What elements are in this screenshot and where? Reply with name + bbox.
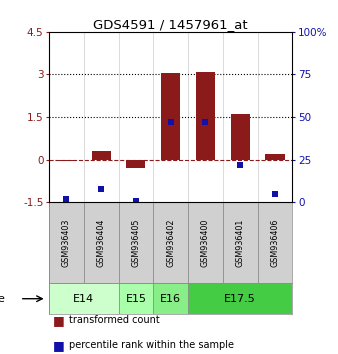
Bar: [196, 72, 215, 160]
Text: percentile rank within the sample: percentile rank within the sample: [69, 340, 234, 350]
Bar: [49, 202, 84, 284]
Text: E14: E14: [73, 294, 94, 304]
Bar: [49, 284, 119, 314]
Bar: [161, 73, 180, 160]
Bar: [119, 284, 153, 314]
Bar: [57, 160, 76, 161]
Bar: [153, 202, 188, 284]
Bar: [265, 154, 285, 160]
Bar: [84, 202, 119, 284]
Text: GSM936404: GSM936404: [97, 219, 106, 267]
Bar: [119, 202, 153, 284]
Bar: [126, 160, 145, 168]
Text: GSM936401: GSM936401: [236, 219, 245, 267]
Bar: [223, 202, 258, 284]
Bar: [92, 151, 111, 160]
Text: GSM936403: GSM936403: [62, 219, 71, 267]
Title: GDS4591 / 1457961_at: GDS4591 / 1457961_at: [93, 18, 248, 31]
Text: transformed count: transformed count: [69, 315, 160, 325]
Text: E16: E16: [160, 294, 181, 304]
Bar: [188, 284, 292, 314]
Bar: [231, 114, 250, 160]
Text: E15: E15: [125, 294, 146, 304]
Bar: [153, 284, 188, 314]
Bar: [188, 202, 223, 284]
Text: age: age: [0, 294, 5, 304]
Bar: [258, 202, 292, 284]
Text: GSM936402: GSM936402: [166, 219, 175, 267]
Text: E17.5: E17.5: [224, 294, 256, 304]
Text: GSM936400: GSM936400: [201, 219, 210, 267]
Text: GSM936405: GSM936405: [131, 219, 140, 267]
Text: ■: ■: [52, 339, 64, 352]
Text: ■: ■: [52, 314, 64, 327]
Text: GSM936406: GSM936406: [270, 219, 280, 267]
